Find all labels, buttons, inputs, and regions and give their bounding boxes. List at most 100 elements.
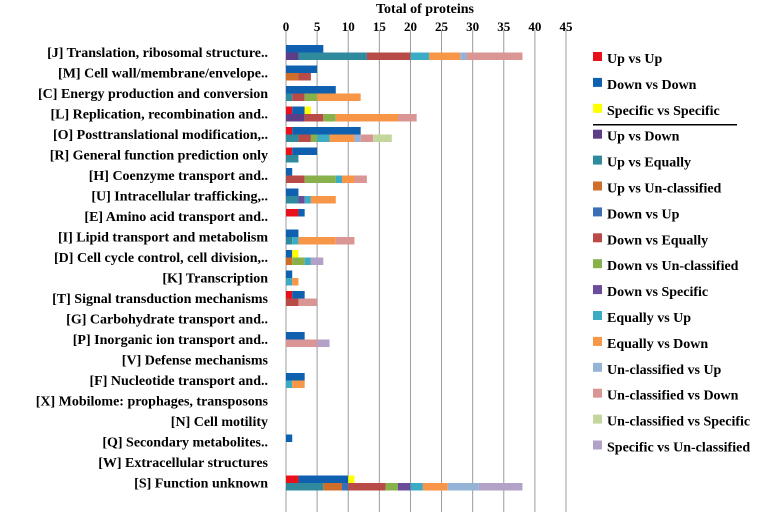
bar-segment (304, 175, 336, 183)
legend-swatch (593, 414, 602, 424)
legend-label: Un-classified vs Up (607, 363, 722, 378)
bar-segment (385, 483, 398, 491)
bar-segment (354, 175, 367, 183)
bar-segment (286, 229, 299, 237)
category-label: [K] Transcription (162, 272, 268, 287)
legend-label: Equally vs Up (607, 311, 691, 326)
category-label: [X] Mobilome: prophages, transposons (36, 395, 269, 410)
legend-label: Specific vs Specific (607, 104, 720, 119)
bar-segment (292, 257, 305, 265)
bar-segment (298, 196, 305, 204)
bar-segment (398, 483, 411, 491)
bar-segment (348, 483, 386, 491)
legend: Up vs Up Down vs Down Specific vs Specific… (593, 52, 750, 456)
legend-label: Un-classified vs Specific (607, 415, 750, 430)
category-label: [F] Nucleotide transport and.. (90, 374, 269, 389)
category-label: [G] Carbohydrate transport and.. (66, 313, 268, 328)
category-label: [D] Cell cycle control, cell division,.. (54, 251, 268, 266)
legend-label: Down vs Down (607, 78, 697, 93)
bar-segment (342, 175, 355, 183)
category-label: [H] Coenzyme transport and.. (89, 169, 268, 184)
bar-segment (304, 106, 311, 114)
legend-swatch (593, 285, 602, 295)
legend-swatch (593, 181, 602, 191)
bar-segment (286, 278, 293, 286)
bar-segment (286, 86, 336, 94)
bar-segment (292, 250, 299, 258)
bar-segment (286, 114, 305, 122)
bar-segment (298, 52, 367, 60)
bar-segment (292, 237, 299, 245)
category-label: [Q] Secondary metabolites.. (102, 436, 268, 451)
bar-segment (304, 196, 311, 204)
bar-segment (323, 483, 342, 491)
legend-swatch (593, 129, 602, 139)
legend-label: Up vs Un-classified (607, 182, 722, 197)
bar-segment (286, 73, 299, 81)
bar-segment (298, 134, 311, 142)
bar-segment (286, 380, 293, 388)
category-label: [I] Lipid transport and metabolism (58, 231, 268, 246)
bar-segment (447, 483, 479, 491)
bar-segment (354, 134, 361, 142)
x-tick-label: 20 (404, 19, 417, 34)
legend-swatch (593, 259, 602, 269)
x-tick-label: 10 (342, 19, 355, 34)
bar-segment (348, 475, 355, 483)
bar-segment (298, 73, 311, 81)
bar-segment (286, 147, 293, 155)
bar-segment (292, 278, 299, 286)
bar-segment (286, 175, 305, 183)
x-tick-label: 0 (283, 19, 290, 34)
legend-swatch (593, 440, 602, 450)
bar-segment (286, 93, 293, 101)
x-tick-label: 45 (560, 19, 574, 34)
bar-segment (335, 175, 342, 183)
bar-segment (310, 196, 336, 204)
legend-label: Down vs Specific (607, 285, 708, 300)
x-tick-label: 15 (373, 19, 387, 34)
grid-lines (285, 30, 567, 512)
bar-segment (466, 52, 523, 60)
bar-segment (292, 147, 318, 155)
bar-segment (317, 134, 330, 142)
bar-segment (429, 52, 461, 60)
bar-segment (286, 106, 293, 114)
category-label: [V] Defense mechanisms (122, 354, 269, 369)
x-tick-labels: 0 5 10 15 20 25 30 35 40 45 (283, 19, 573, 34)
bar-segment (286, 339, 318, 347)
bar-segment (286, 250, 293, 258)
legend-swatch (593, 77, 602, 87)
bar-segment (310, 134, 318, 142)
category-label: [R] General function prediction only (50, 149, 268, 164)
x-tick-label: 30 (466, 19, 479, 34)
legend-label: Equally vs Down (607, 337, 708, 352)
legend-swatch (593, 155, 602, 165)
category-label: [M] Cell wall/membrane/envelope.. (58, 67, 268, 82)
bar-segment (286, 475, 299, 483)
bar-segment (317, 93, 361, 101)
legend-swatch (593, 362, 602, 372)
bar-segment (292, 106, 305, 114)
legend-label: Down vs Un-classified (607, 259, 739, 274)
bar-segment (286, 257, 293, 265)
bar-segment (335, 237, 355, 245)
bar-segment (286, 237, 293, 245)
bar-segment (398, 114, 417, 122)
bar-segment (286, 65, 318, 73)
bar-segment (410, 52, 430, 60)
bar-segment (335, 114, 398, 122)
bar-segment (292, 93, 305, 101)
bar-segment (286, 373, 305, 381)
legend-label: Specific vs Un-classified (607, 441, 750, 456)
bar-segment (286, 134, 299, 142)
bar-segment (304, 114, 324, 122)
bar-segment (304, 93, 318, 101)
bar-segment (478, 483, 523, 491)
bar-segment (310, 257, 324, 265)
x-tick-label: 40 (528, 19, 541, 34)
category-label: [N] Cell motility (171, 415, 268, 430)
bar-segment (323, 114, 336, 122)
category-label: [L] Replication, recombination and.. (50, 108, 268, 123)
